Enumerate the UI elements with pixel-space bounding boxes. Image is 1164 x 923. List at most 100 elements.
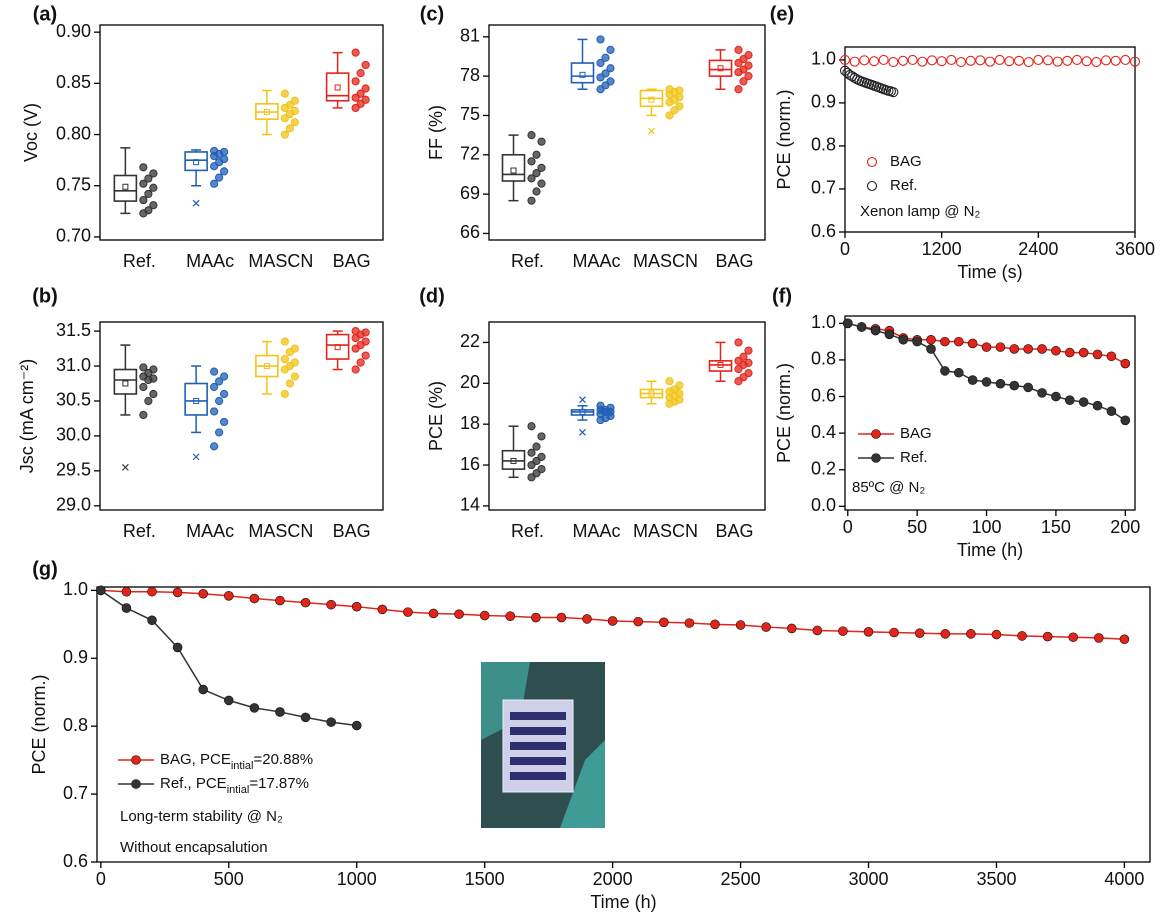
panel-label: (b) [32,285,58,307]
x-axis-label: Time (h) [590,892,656,912]
data-point [361,60,370,70]
x-tick-label: 1000 [337,869,377,889]
y-tick-label: 75 [460,104,480,124]
data-point [953,336,964,347]
y-tick-label: 0.9 [811,92,836,112]
data-point [351,601,362,612]
data-point [606,403,615,412]
x-tick-label: 3500 [976,869,1016,889]
annotation: Without encapsalution [120,839,268,856]
x-tick-label: 4000 [1104,869,1144,889]
box [113,174,138,202]
outlier [192,453,200,461]
device-cell [510,757,566,765]
data-point [1092,349,1103,360]
data-point [210,442,219,451]
data-point [356,358,365,367]
y-tick-label: 0.6 [63,851,88,871]
box [570,62,595,84]
x-tick-label: 1500 [465,869,505,889]
data-point [897,55,909,66]
box [325,333,350,360]
data-point [532,150,541,159]
data-point [744,368,753,378]
data-point [1064,395,1075,405]
legend-marker [131,755,141,765]
outlier [192,199,200,207]
data-point [1120,54,1131,65]
y-tick-label: 66 [460,222,480,242]
legend-name: BAG [890,153,922,170]
legend-suffix: =20.88% [253,751,313,768]
data-point [1037,388,1047,398]
panel-label: (d) [419,285,445,307]
x-tick-label: MASCN [633,521,698,541]
data-point [144,206,153,215]
y-tick-label: 0.8 [63,715,88,735]
x-tick-label: 2500 [721,869,761,889]
panel-label: (g) [32,558,58,580]
data-point [870,325,881,336]
y-tick-label: 16 [460,454,480,474]
y-tick-label: 1.0 [63,579,88,599]
data-point [1120,415,1131,426]
data-point [744,358,753,367]
data-point [966,629,976,639]
data-point [744,51,753,60]
y-axis-label: PCE (norm.) [774,89,794,189]
y-tick-label: 31.5 [56,320,91,340]
x-tick-label: 0 [840,239,850,259]
data-point [1094,633,1104,643]
data-point [936,56,947,67]
legend-subscript: intial [227,784,250,796]
data-point [527,196,536,205]
x-tick-label: MAAc [186,251,234,271]
data-point [356,69,365,78]
data-point [1068,632,1079,643]
mean [193,159,200,166]
x-tick-label: Ref. [123,251,156,271]
mean [510,457,517,464]
data-point [684,618,695,628]
data-point [249,703,260,713]
data-point [210,146,219,156]
data-point [356,89,365,98]
data-point [1078,347,1089,358]
legend-label: BAG [900,425,932,442]
data-point [975,55,986,66]
data-point [290,96,299,105]
data-point [981,342,992,352]
y-tick-label: 81 [460,26,480,46]
data-point [926,344,936,354]
panel-label: (c) [420,3,444,25]
x-tick-label: BAG [715,251,753,271]
data-point [868,56,880,67]
x-tick-label: 3600 [1115,239,1155,259]
data-point [215,428,224,437]
data-point [403,607,413,617]
data-point [601,69,610,78]
plot-frame [844,315,1136,511]
data-point [172,587,183,598]
legend-marker [871,429,881,439]
data-point [527,157,536,166]
data-point [537,452,546,461]
mean [122,380,129,387]
data-point [290,118,299,127]
data-point [121,586,132,597]
data-point [139,163,148,172]
data-point [144,189,153,199]
data-point [351,365,360,374]
data-point [479,610,490,621]
data-point [926,334,936,345]
mean [334,84,341,91]
device-photo [481,662,605,828]
data-point [537,432,546,441]
x-tick-label: 2000 [593,869,633,889]
y-tick-label: 22 [460,331,480,351]
data-point [735,620,746,630]
data-point [149,365,158,374]
data-point [300,597,311,608]
data-point [601,53,610,62]
data-point [1129,56,1141,67]
